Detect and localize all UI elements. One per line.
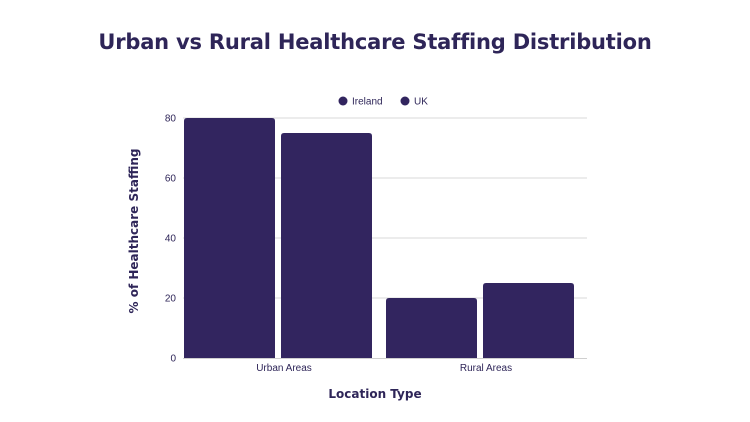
legend-label: Ireland (352, 97, 383, 108)
legend-marker (400, 96, 410, 106)
y-tick-label: 40 (165, 234, 177, 245)
y-tick-label: 80 (165, 114, 177, 125)
y-tick-label: 20 (165, 294, 177, 305)
bar-uk-rural-areas (483, 283, 574, 358)
y-tick-label: 60 (165, 174, 177, 185)
x-tick-label: Rural Areas (460, 363, 512, 374)
bars (184, 118, 574, 358)
x-tick-label: Urban Areas (256, 363, 312, 374)
bar-ireland-urban-areas (184, 118, 275, 358)
bar-uk-urban-areas (281, 133, 372, 358)
x-axis-title: Location Type (328, 387, 421, 401)
legend: Ireland UK (338, 96, 428, 108)
chart-title: Urban vs Rural Healthcare Staffing Distr… (98, 30, 652, 54)
axes: 0 20 40 60 80 Urban Areas Rural Areas (165, 114, 587, 374)
y-axis-title: % of Healthcare Staffing (127, 149, 141, 314)
y-tick-label: 0 (170, 354, 176, 365)
legend-marker (338, 96, 348, 106)
legend-label: UK (414, 97, 428, 108)
bar-ireland-rural-areas (386, 298, 477, 358)
